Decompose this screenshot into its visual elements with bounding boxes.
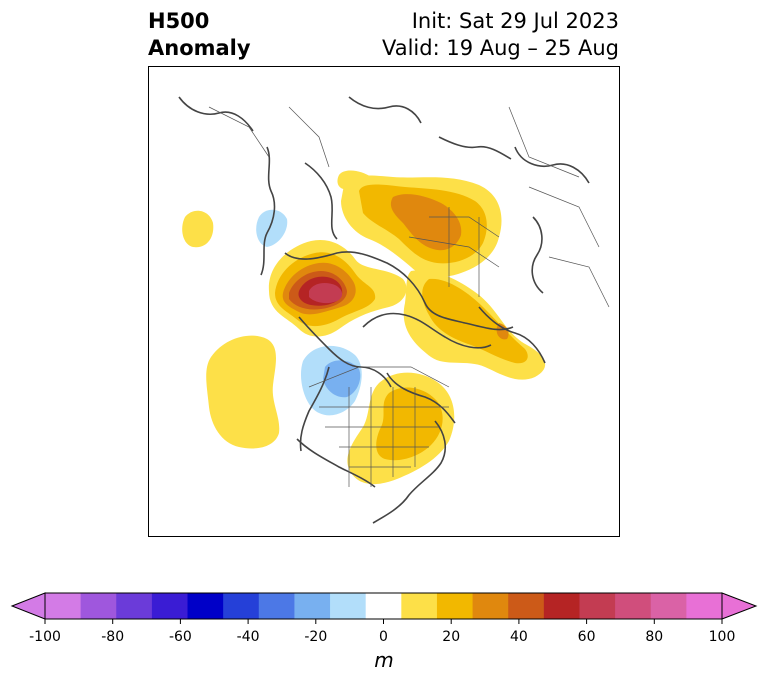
colorbar-tick-label: -20 [304, 629, 327, 645]
colorbar-bin [258, 593, 295, 619]
colorbar-bin [579, 593, 616, 619]
colorbar-bin [294, 593, 331, 619]
anomaly-trough-greenland [256, 209, 288, 247]
colorbar-tick-label: 20 [442, 629, 460, 645]
colorbar-ticks: -100 -80 -60 -40 -20 0 20 40 60 80 100 [29, 619, 735, 645]
colorbar-tick-label: -80 [101, 629, 124, 645]
colorbar-bin [45, 593, 82, 619]
political-borders [208, 106, 610, 487]
coastlines [178, 96, 590, 524]
colorbar-tick-label: 60 [578, 629, 596, 645]
colorbar-bin [187, 593, 224, 619]
colorbar-tick-label: 100 [709, 629, 736, 645]
map-panel [148, 66, 620, 537]
title-right: Init: Sat 29 Jul 2023 Valid: 19 Aug – 25… [382, 8, 619, 62]
anomaly-ridge-north-atlantic-europe [341, 175, 502, 277]
colorbar-bin [472, 593, 509, 619]
colorbar: -100 -80 -60 -40 -20 0 20 40 60 80 100 [10, 592, 758, 645]
title-subtitle: Anomaly [148, 36, 251, 60]
colorbar-tick-label: 40 [510, 629, 528, 645]
colorbar-tick-label: 80 [645, 629, 663, 645]
title-variable: H500 [148, 9, 210, 33]
map-svg [149, 67, 619, 536]
colorbar-bin [116, 593, 153, 619]
title-valid-range: Valid: 19 Aug – 25 Aug [381, 36, 619, 60]
colorbar-bins [10, 592, 758, 620]
colorbar-bin [436, 593, 474, 619]
colorbar-bin [686, 593, 723, 619]
colorbar-bin [650, 593, 687, 619]
colorbar-bin [543, 593, 580, 619]
colorbar-under-arrow [10, 592, 46, 620]
colorbar-bin [401, 593, 438, 619]
colorbar-bin [365, 593, 402, 619]
colorbar-bin [330, 593, 367, 619]
colorbar-tick-label: -40 [237, 629, 260, 645]
colorbar-tick-label: -100 [29, 629, 61, 645]
colorbar-tick-label: 0 [379, 629, 388, 645]
colorbar-tick-label: -60 [169, 629, 192, 645]
title-init-date: Init: Sat 29 Jul 2023 [411, 9, 619, 33]
colorbar-bin [508, 593, 545, 619]
anomaly-ridge-north-atlantic-small [182, 170, 371, 248]
colorbar-bin [151, 593, 189, 619]
colorbar-bin [223, 593, 260, 619]
colorbar-bin [80, 593, 117, 619]
colorbar-bin [615, 593, 652, 619]
anomaly-ridge-north-pacific [206, 335, 280, 449]
colorbar-over-arrow [721, 592, 758, 620]
title-left: H500 Anomaly [148, 8, 251, 62]
anomaly-ridge-beaufort-sea-alaska [268, 239, 407, 337]
colorbar-unit-label: m [374, 648, 394, 672]
